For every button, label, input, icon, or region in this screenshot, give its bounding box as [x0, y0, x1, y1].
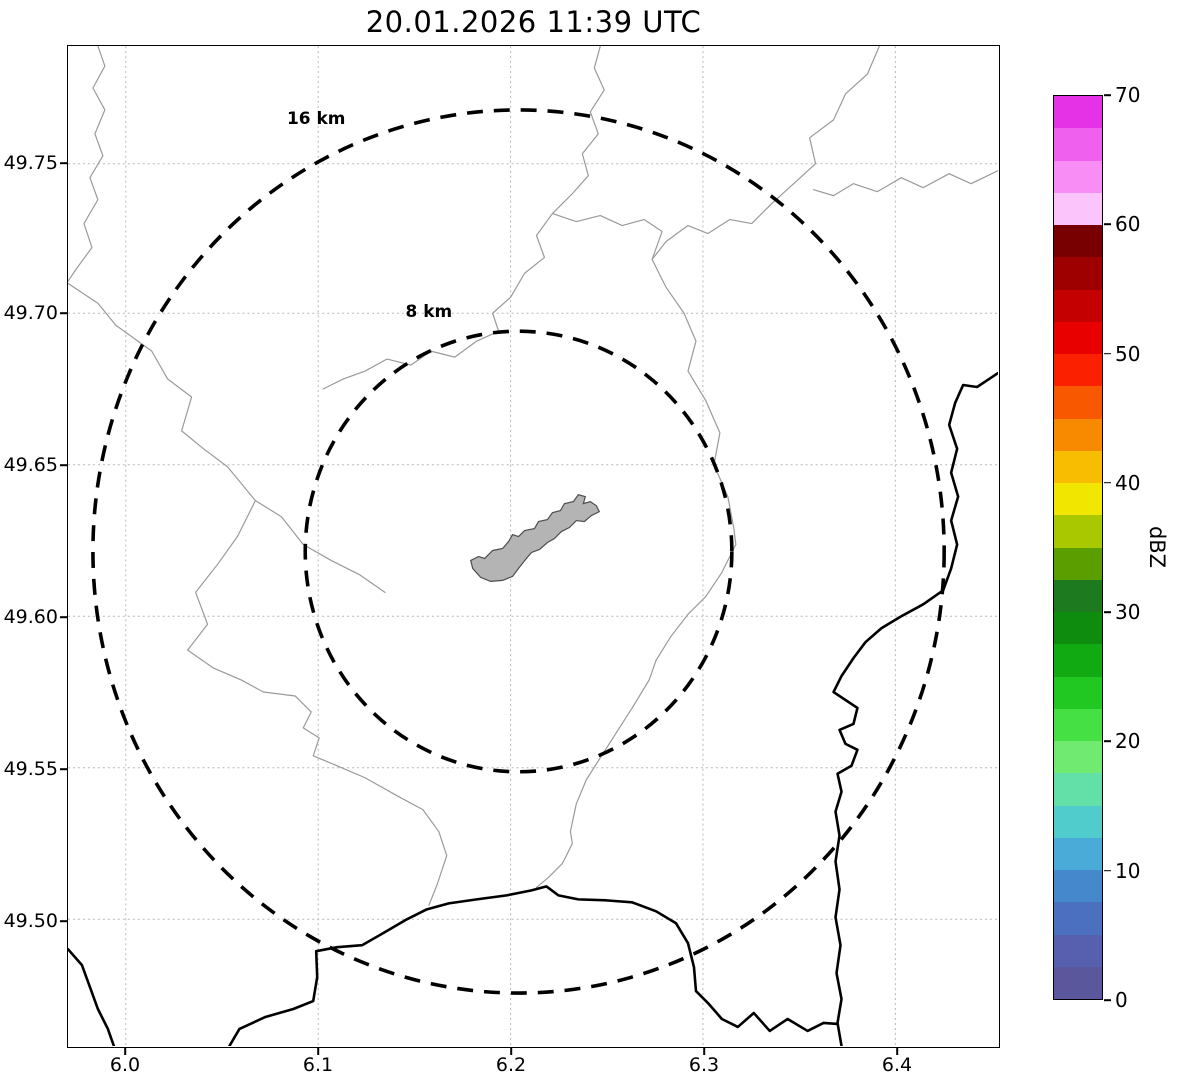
- colorbar-band: [1054, 418, 1102, 451]
- colorbar-band: [1054, 773, 1102, 806]
- colorbar-band: [1054, 676, 1102, 709]
- colorbar-band: [1054, 837, 1102, 870]
- colorbar-tick-label: 70: [1115, 83, 1141, 107]
- boundary-line: [68, 282, 386, 593]
- y-tick-mark: [60, 312, 67, 314]
- x-tick-label: 6.3: [688, 1054, 720, 1076]
- colorbar-tick-mark: [1104, 223, 1111, 226]
- national-border-lines: [68, 371, 998, 1046]
- colorbar-band: [1054, 225, 1102, 258]
- colorbar-tick-mark: [1104, 611, 1111, 613]
- colorbar-band: [1054, 579, 1102, 612]
- colorbar-tick-label: 60: [1115, 212, 1141, 237]
- colorbar-band: [1054, 257, 1102, 290]
- colorbar-band: [1054, 354, 1102, 387]
- x-tick-mark: [896, 1048, 898, 1055]
- colorbar-tick-mark: [1104, 869, 1111, 872]
- y-tick-mark: [60, 616, 67, 618]
- colorbar-band: [1054, 192, 1102, 225]
- colorbar-tick-mark: [1104, 94, 1111, 96]
- colorbar-band: [1054, 547, 1102, 580]
- colorbar-band: [1054, 386, 1102, 419]
- colorbar-band: [1054, 741, 1102, 774]
- boundary-line: [812, 170, 998, 197]
- colorbar-band: [1054, 708, 1102, 741]
- border-river-line: [832, 371, 998, 1046]
- range-ring-16km-label: 16 km: [287, 108, 345, 128]
- colorbar-band: [1054, 160, 1102, 193]
- colorbar-tick-label: 20: [1115, 729, 1141, 754]
- colorbar-band: [1054, 289, 1102, 322]
- colorbar: [1053, 95, 1103, 1000]
- y-tick-label: 49.55: [3, 758, 58, 780]
- colorbar-tick-mark: [1104, 352, 1111, 355]
- colorbar-band: [1054, 966, 1102, 999]
- y-tick-label: 49.70: [3, 302, 58, 324]
- range-ring-16km: [91, 108, 946, 995]
- y-tick-mark: [60, 464, 67, 466]
- colorbar-band: [1054, 612, 1102, 645]
- colorbar-band: [1054, 96, 1102, 129]
- colorbar-band: [1054, 934, 1102, 967]
- y-tick-label: 49.50: [3, 910, 58, 932]
- colorbar-tick-mark: [1104, 999, 1111, 1001]
- colorbar-band: [1054, 450, 1102, 483]
- boundary-line: [651, 46, 880, 261]
- x-tick-mark: [703, 1048, 705, 1055]
- colorbar-band: [1054, 128, 1102, 161]
- y-tick-mark: [60, 162, 67, 164]
- border-line: [228, 885, 839, 1046]
- y-tick-label: 49.65: [3, 454, 58, 476]
- urban-area-polygon: [470, 493, 601, 582]
- x-tick-label: 6.0: [109, 1054, 141, 1076]
- x-tick-label: 6.4: [881, 1054, 913, 1076]
- y-tick-mark: [60, 768, 67, 770]
- boundary-line: [187, 500, 448, 906]
- figure-title: 20.01.2026 11:39 UTC: [365, 5, 702, 39]
- gridlines: [68, 46, 998, 1046]
- colorbar-tick-label: 30: [1115, 600, 1141, 625]
- colorbar-tick-mark: [1104, 482, 1111, 484]
- colorbar-band: [1054, 902, 1102, 935]
- x-tick-label: 6.2: [495, 1054, 527, 1076]
- colorbar-tick-label: 50: [1115, 341, 1141, 366]
- colorbar-tick-label: 40: [1115, 470, 1141, 495]
- boundary-line: [68, 46, 106, 282]
- range-ring-8km-label: 8 km: [406, 301, 453, 321]
- x-tick-mark: [317, 1048, 319, 1055]
- x-tick-label: 6.1: [302, 1054, 334, 1076]
- colorbar-band: [1054, 515, 1102, 548]
- colorbar-tick-mark: [1104, 740, 1111, 743]
- boundary-line: [535, 258, 737, 888]
- x-tick-mark: [510, 1048, 512, 1055]
- boundary-line: [551, 212, 663, 261]
- colorbar-band: [1054, 805, 1102, 838]
- colorbar-label: dBZ: [1145, 525, 1169, 569]
- colorbar-band: [1054, 483, 1102, 516]
- border-line: [68, 947, 116, 1046]
- y-tick-label: 49.75: [3, 152, 58, 174]
- colorbar-gradient: [1054, 96, 1102, 999]
- map-plot: 16 km 8 km: [67, 45, 1000, 1048]
- colorbar-band: [1054, 870, 1102, 903]
- colorbar-band: [1054, 321, 1102, 354]
- boundary-line: [322, 46, 605, 390]
- y-tick-mark: [60, 920, 67, 922]
- map-svg: 16 km 8 km: [68, 46, 998, 1046]
- y-tick-label: 49.60: [3, 606, 58, 628]
- colorbar-tick-label: 0: [1115, 988, 1128, 1012]
- admin-boundary-lines: [68, 46, 998, 906]
- colorbar-tick-label: 10: [1115, 858, 1141, 883]
- colorbar-band: [1054, 644, 1102, 677]
- x-tick-mark: [124, 1048, 126, 1055]
